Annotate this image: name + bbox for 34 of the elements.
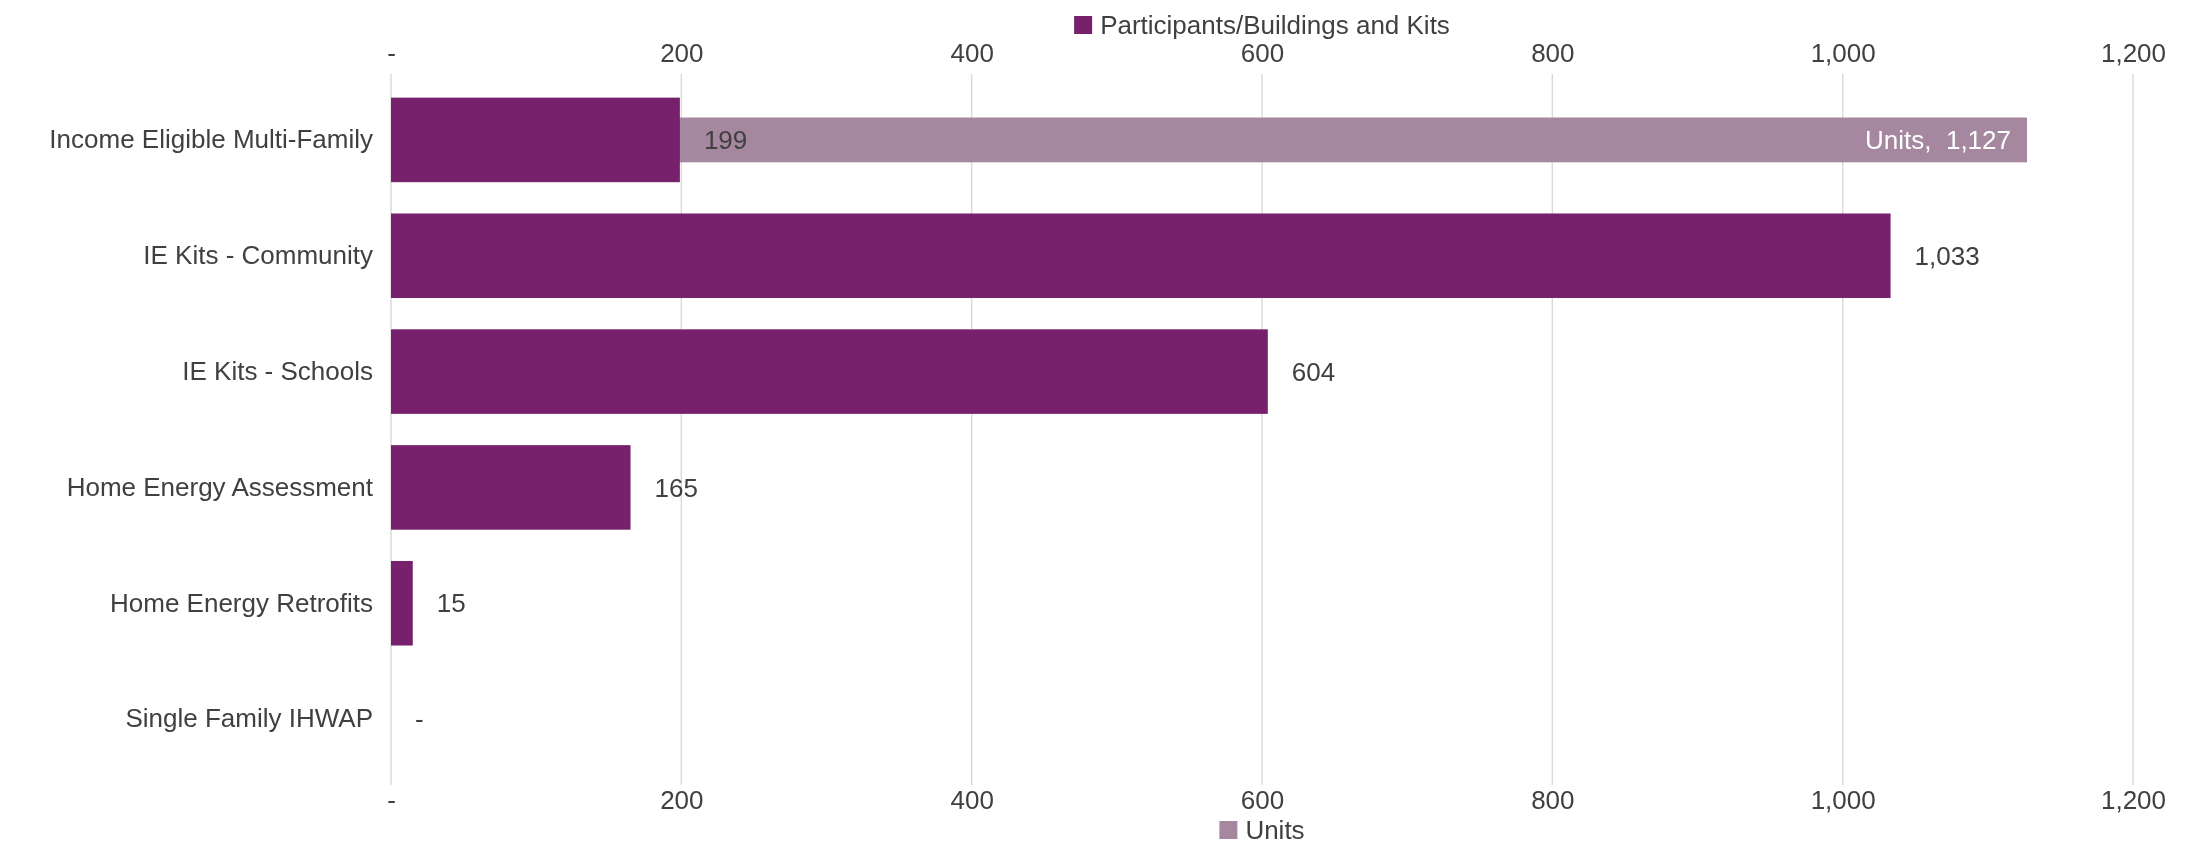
x-tick-label: 400	[950, 785, 994, 816]
data-label: 199	[703, 125, 748, 156]
y-tick-label: Income Eligible Multi-Family	[49, 124, 373, 155]
x2-tick-label: 800	[1531, 38, 1575, 68]
bar	[391, 445, 631, 530]
x2-tick-label: 400	[950, 38, 994, 68]
x2-tick-label: 600	[1240, 38, 1285, 68]
x-tick-label: 800	[1531, 785, 1575, 816]
y-tick-label: Home Energy Retrofits	[110, 587, 373, 618]
data-label: 15	[436, 588, 466, 619]
x2-tick-label: 1,000	[1810, 38, 1876, 68]
y-tick-label: IE Kits - Community	[143, 240, 373, 271]
data-label: 1,033	[1914, 240, 1980, 271]
x-tick-label: 1,200	[2100, 785, 2167, 816]
bar	[391, 560, 413, 646]
x-tick-label: -	[387, 785, 396, 816]
bar	[391, 97, 680, 183]
y-tick-label: Home Energy Assessment	[66, 471, 374, 502]
legend-label: Participants/Buildings and Kits	[1100, 10, 1450, 41]
x-tick-label: 600	[1240, 785, 1285, 816]
legend-label: Units	[1245, 815, 1305, 844]
data-label: Units, 1,127	[1865, 125, 2012, 156]
y-tick-label: IE Kits - Schools	[182, 355, 373, 386]
x2-tick-label: -	[387, 38, 396, 68]
y-tick-label: Single Family IHWAP	[125, 703, 373, 734]
data-label: -	[415, 704, 424, 735]
x-tick-label: 200	[660, 785, 704, 816]
bar	[391, 213, 1891, 299]
bar	[391, 329, 1268, 414]
x2-tick-label: 200	[660, 38, 704, 68]
data-label: 165	[654, 472, 698, 503]
x2-tick-label: 1,200	[2100, 38, 2167, 68]
x-tick-label: 1,000	[1810, 785, 1876, 816]
data-label: 604	[1291, 356, 1336, 387]
